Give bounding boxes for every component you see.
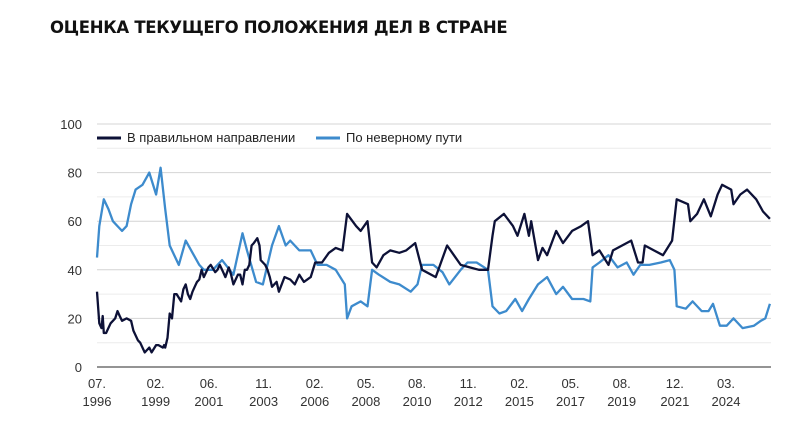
legend: В правильном направлении По неверному пу…	[97, 130, 462, 145]
x-tick-label-year: 2024	[712, 394, 741, 409]
chart-title: ОЦЕНКА ТЕКУЩЕГО ПОЛОЖЕНИЯ ДЕЛ В СТРАНЕ	[50, 18, 508, 37]
x-tick-label-month: 02.	[510, 376, 528, 391]
y-tick-label: 40	[68, 263, 82, 278]
x-tick-label-month: 08.	[408, 376, 426, 391]
x-tick-label-month: 06.	[200, 376, 218, 391]
x-tick-label-month: 08.	[613, 376, 631, 391]
x-tick-label-year: 2021	[660, 394, 689, 409]
legend-label-right-direction: В правильном направлении	[127, 130, 295, 145]
x-tick-label-month: 12.	[666, 376, 684, 391]
x-tick-label-month: 11.	[460, 376, 477, 391]
x-tick-label-year: 2010	[403, 394, 432, 409]
x-tick-label-month: 02.	[147, 376, 165, 391]
legend-label-wrong-path: По неверному пути	[346, 130, 462, 145]
y-tick-label: 80	[68, 166, 82, 181]
gridlines	[97, 123, 771, 368]
y-tick-label: 0	[75, 360, 82, 375]
y-tick-label: 60	[68, 214, 82, 229]
x-tick-label-month: 05.	[357, 376, 375, 391]
x-tick-label-month: 11.	[255, 376, 272, 391]
y-axis-ticks: 0 20 40 60 80 100	[60, 117, 82, 375]
x-tick-label-year: 2003	[249, 394, 278, 409]
x-tick-label-year: 1996	[83, 394, 112, 409]
y-tick-label: 20	[68, 311, 82, 326]
x-tick-label-year: 2015	[505, 394, 534, 409]
x-tick-label-year: 2017	[556, 394, 585, 409]
x-tick-label-year: 2019	[607, 394, 636, 409]
x-axis-ticks: 07. 1996 02. 1999 06. 2001 11. 2003 02. 2006 05. 20…	[83, 376, 741, 409]
x-tick-label-year: 2012	[454, 394, 483, 409]
x-tick-label-year: 2008	[351, 394, 380, 409]
x-tick-label-year: 2006	[300, 394, 329, 409]
y-tick-label: 100	[60, 117, 82, 132]
series-line-wrong-path	[95, 166, 771, 330]
x-tick-label-month: 07.	[88, 376, 106, 391]
x-tick-label-month: 03.	[717, 376, 735, 391]
x-tick-label-year: 2001	[194, 394, 223, 409]
series-line-right-direction	[95, 183, 771, 354]
x-tick-label-month: 05.	[561, 376, 579, 391]
series-lines	[95, 166, 771, 354]
x-tick-label-year: 1999	[141, 394, 170, 409]
x-tick-label-month: 02.	[306, 376, 324, 391]
